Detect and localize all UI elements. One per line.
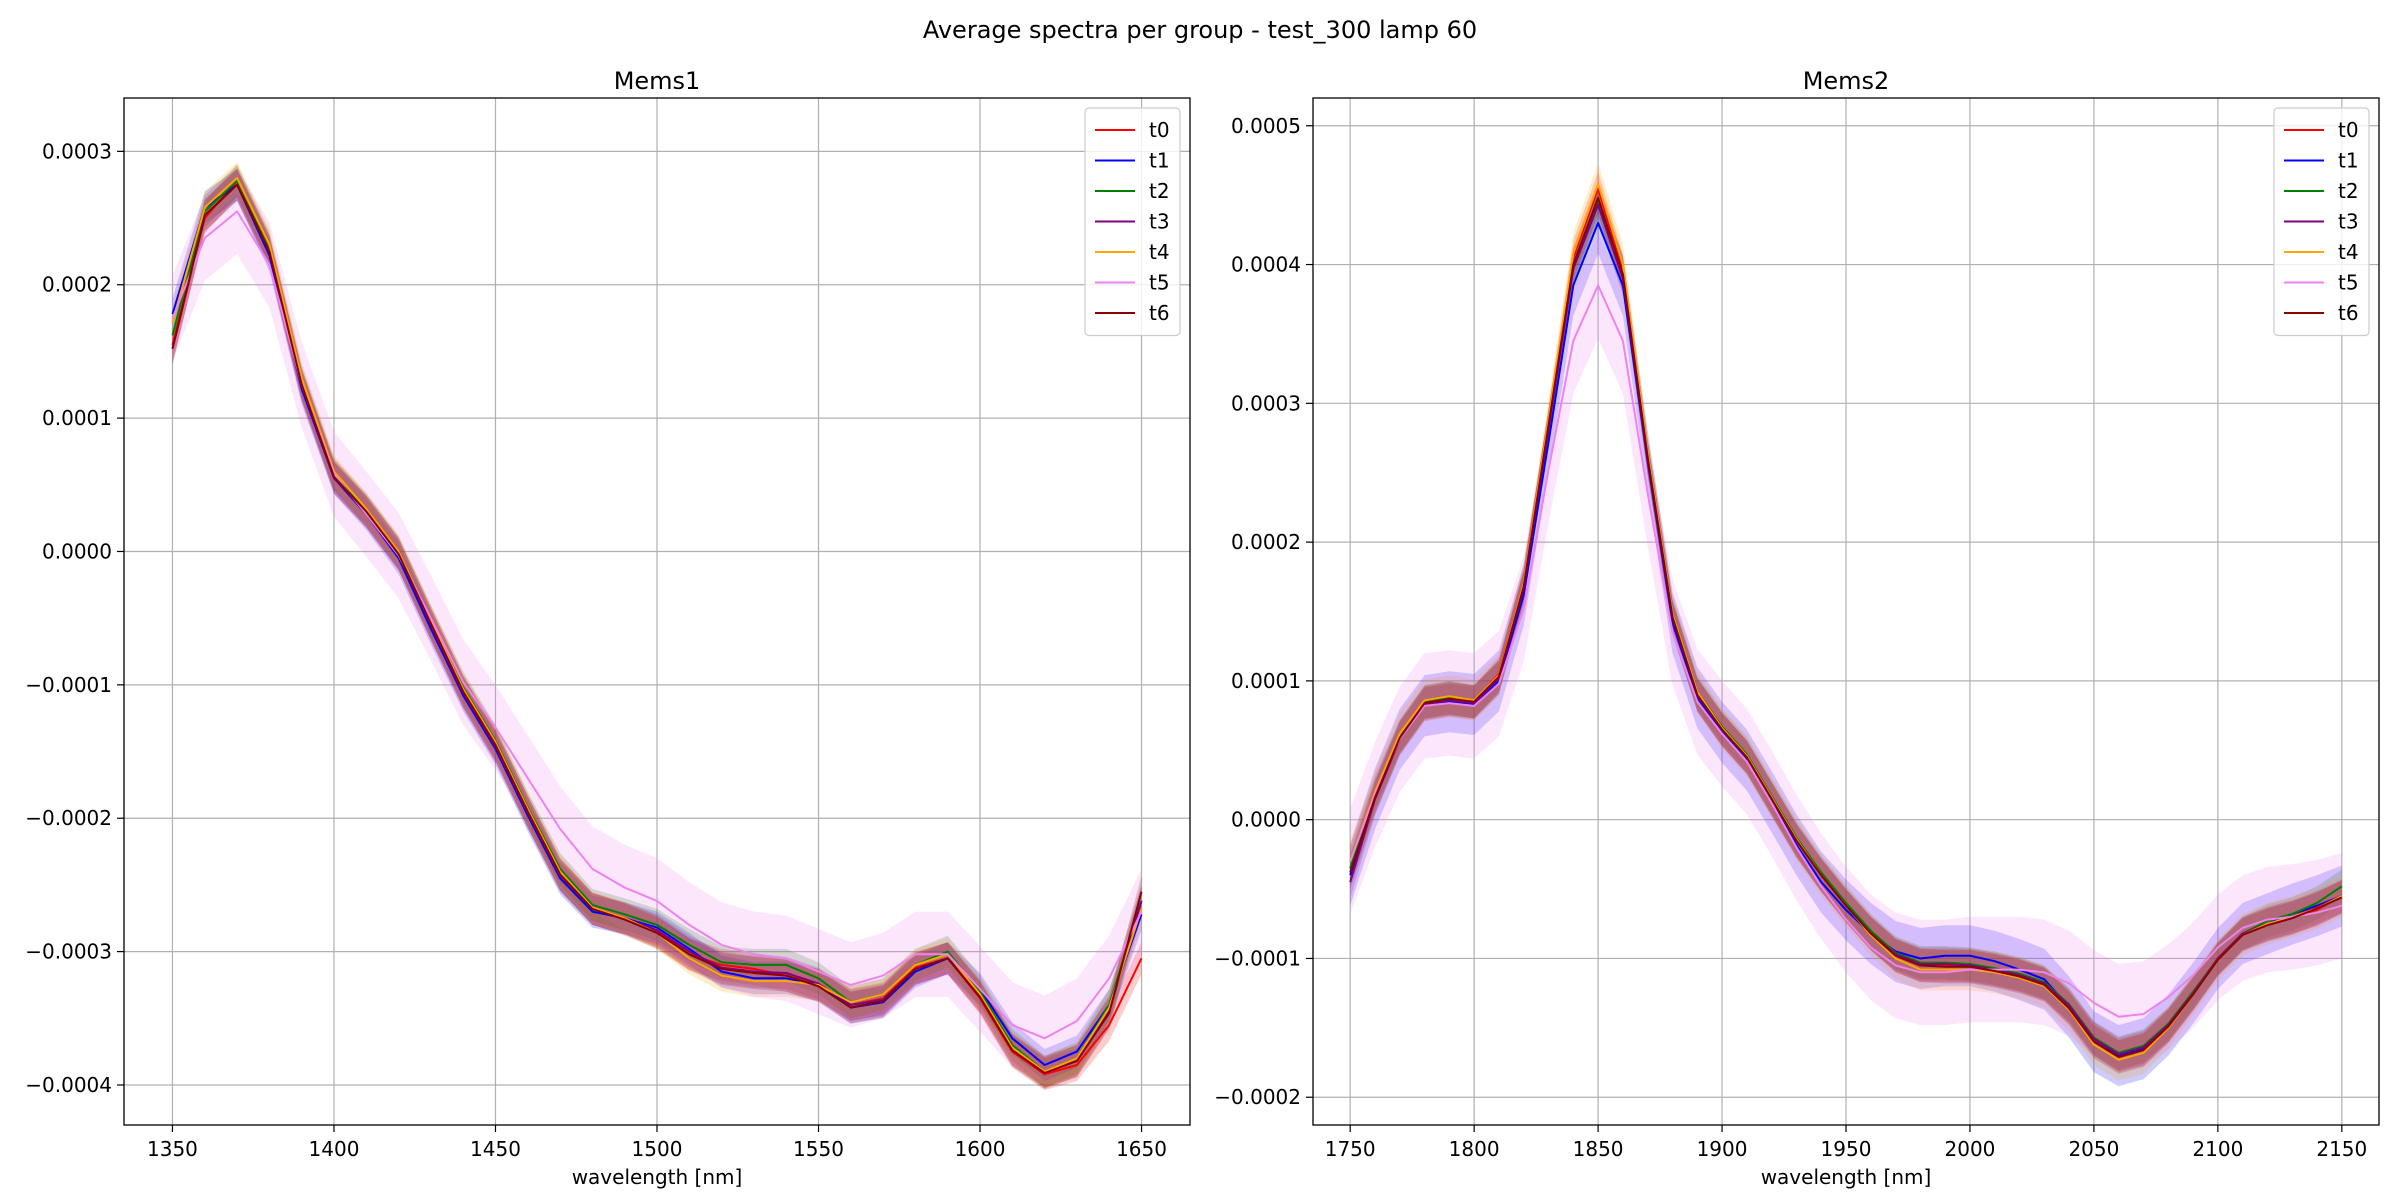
y-tick-label: −0.0004	[25, 1073, 112, 1097]
legend-label: t2	[1149, 179, 1170, 203]
series-band-t5	[172, 168, 1142, 1081]
subplot-mems2: Mems2 1750 1800 1850 1900 1950 2000 2050 2100 215…	[1214, 67, 2380, 1189]
x-tick-label: 2050	[2068, 1137, 2119, 1161]
x-tick-label: 1550	[793, 1137, 844, 1161]
legend-label: t5	[2338, 271, 2359, 295]
legend-label: t6	[2338, 301, 2359, 325]
legend-label: t3	[2338, 210, 2359, 234]
x-tick-label: 1750	[1325, 1137, 1376, 1161]
y-tick-label: 0.0000	[42, 539, 112, 563]
y-tick-label: 0.0001	[1231, 669, 1301, 693]
x-tick-label: 1500	[632, 1137, 683, 1161]
x-axis-label: wavelength [nm]	[572, 1165, 743, 1189]
legend-label: t1	[1149, 149, 1170, 173]
x-tick-label: 1450	[470, 1137, 521, 1161]
series-line-t6	[1349, 196, 2343, 1058]
x-tick-label: 1650	[1116, 1137, 1167, 1161]
legend: t0 t1 t2 t3 t4 t5 t6	[1084, 107, 1181, 337]
x-tick-label: 1400	[309, 1137, 360, 1161]
series-band-t1	[1350, 192, 2342, 1087]
x-tick-label: 2000	[1945, 1137, 1996, 1161]
y-tick-label: −0.0001	[25, 673, 112, 697]
legend: t0 t1 t2 t3 t4 t5 t6	[2273, 107, 2370, 337]
y-tick-label: −0.0002	[25, 806, 112, 830]
series-band-t4	[1350, 163, 2342, 1081]
series-line-t5	[1349, 284, 2343, 1018]
legend-label: t0	[1149, 118, 1170, 142]
y-tick-label: 0.0002	[1231, 530, 1301, 554]
y-tick-label: 0.0003	[42, 139, 112, 163]
plot-area	[171, 162, 1143, 1091]
y-tick-label: −0.0001	[1214, 946, 1301, 970]
x-tick-label: 2100	[2192, 1137, 2243, 1161]
series-band-t1	[172, 168, 1142, 1081]
y-tick-label: 0.0004	[1231, 253, 1301, 277]
y-tick-label: 0.0001	[42, 406, 112, 430]
series-line-t6	[171, 183, 1143, 1074]
subplot-title: Mems2	[1803, 67, 1890, 95]
series-band-t3	[1350, 188, 2342, 1071]
series-band-t2	[1350, 185, 2342, 1070]
subplot-title: Mems1	[614, 67, 701, 95]
x-tick-label: 1600	[955, 1137, 1006, 1161]
legend-label: t3	[1149, 210, 1170, 234]
legend-label: t4	[2338, 240, 2359, 264]
y-tick-label: −0.0003	[25, 940, 112, 964]
x-tick-label: 1900	[1697, 1137, 1748, 1161]
y-tick-label: 0.0005	[1231, 114, 1301, 138]
legend-label: t2	[2338, 179, 2359, 203]
figure-title: Average spectra per group - test_300 lam…	[922, 16, 1478, 44]
x-tick-label: 1850	[1573, 1137, 1624, 1161]
x-tick-label: 1800	[1449, 1137, 1500, 1161]
y-tick-label: 0.0000	[1231, 808, 1301, 832]
legend-label: t1	[2338, 149, 2359, 173]
y-tick-label: 0.0003	[1231, 391, 1301, 415]
y-tick-label: 0.0002	[42, 273, 112, 297]
legend-label: t0	[2338, 118, 2359, 142]
legend-label: t4	[1149, 240, 1170, 264]
x-tick-label: 1350	[147, 1137, 198, 1161]
series-band-t3	[172, 168, 1142, 1088]
series-band-t0	[1350, 171, 2342, 1073]
x-tick-label: 1950	[1821, 1137, 1872, 1161]
series-band-t6	[172, 168, 1142, 1089]
series-band-t6	[1350, 181, 2342, 1074]
y-tick-label: −0.0002	[1214, 1085, 1301, 1109]
legend-label: t6	[1149, 301, 1170, 325]
x-axis-label: wavelength [nm]	[1761, 1165, 1932, 1189]
subplot-mems1: Mems1 1350 1400 1450 1500 1550 1600 1650 −0.0004…	[25, 67, 1191, 1189]
legend-label: t5	[1149, 271, 1170, 295]
plot-area	[1349, 163, 2343, 1087]
x-tick-label: 2150	[2316, 1137, 2367, 1161]
